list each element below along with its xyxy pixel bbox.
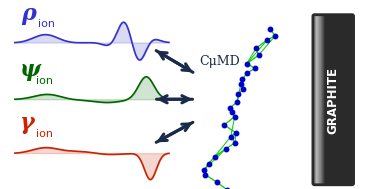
FancyBboxPatch shape (322, 16, 325, 183)
FancyBboxPatch shape (318, 16, 321, 183)
Text: γ: γ (19, 112, 34, 134)
FancyBboxPatch shape (319, 16, 322, 183)
FancyBboxPatch shape (316, 16, 318, 183)
FancyBboxPatch shape (320, 16, 323, 183)
Text: ion: ion (37, 19, 55, 29)
FancyBboxPatch shape (317, 16, 319, 183)
Text: ion: ion (36, 129, 52, 139)
Text: ρ: ρ (22, 3, 36, 25)
FancyBboxPatch shape (315, 16, 317, 183)
Text: CμMD: CμMD (199, 55, 240, 68)
FancyBboxPatch shape (312, 13, 355, 186)
Text: ion: ion (36, 76, 52, 86)
FancyBboxPatch shape (321, 16, 324, 183)
Text: ψ: ψ (19, 59, 41, 81)
Text: GRAPHITE: GRAPHITE (327, 67, 340, 134)
